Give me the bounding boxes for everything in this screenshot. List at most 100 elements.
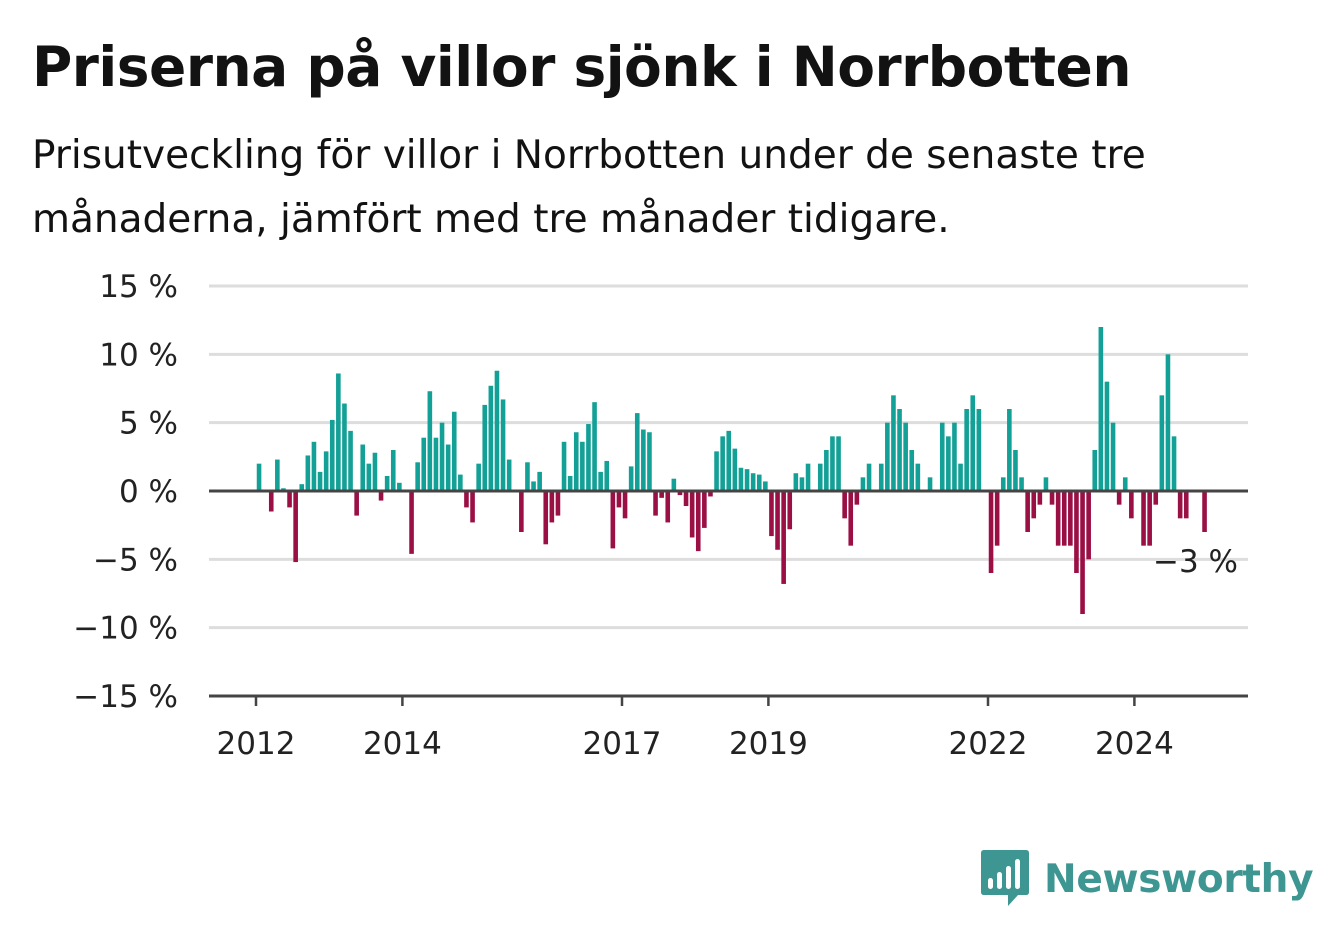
- bar: [964, 409, 969, 491]
- bar: [268, 491, 274, 512]
- bar: [525, 462, 530, 491]
- bar: [531, 481, 536, 491]
- bar: [1043, 477, 1049, 491]
- bar: [555, 491, 561, 516]
- bar: [952, 422, 957, 491]
- bar: [598, 471, 603, 491]
- bar: [1013, 450, 1018, 491]
- bar: [482, 404, 488, 491]
- last-value-label: −3 %: [1153, 544, 1238, 580]
- bar: [476, 463, 481, 491]
- y-axis-tick-labels: 15 % 10 % 5 % 0 % −5 % −10 % −15 %: [73, 269, 178, 715]
- bar: [628, 466, 634, 491]
- bar: [604, 460, 610, 491]
- bar: [372, 452, 378, 491]
- bar: [1098, 327, 1104, 491]
- x-tick-label: 2022: [949, 726, 1028, 762]
- bar: [988, 491, 994, 573]
- bar: [659, 491, 664, 498]
- bar: [458, 474, 463, 491]
- chart-title: Priserna på villor sjönk i Norrbotten: [32, 35, 1131, 99]
- bar: [445, 444, 451, 491]
- bar: [275, 459, 280, 491]
- bar: [726, 430, 732, 491]
- bar: [451, 411, 457, 491]
- bar: [415, 462, 420, 491]
- bar: [1025, 491, 1030, 532]
- bar: [958, 463, 963, 491]
- x-tick-label: 2019: [729, 726, 808, 762]
- bar: [720, 436, 725, 491]
- bar: [1104, 381, 1110, 491]
- bar: [506, 459, 512, 491]
- y-tick-label: 5 %: [119, 406, 178, 442]
- bar: [848, 491, 854, 546]
- bar: [1110, 422, 1116, 491]
- bar: [549, 491, 555, 523]
- bar: [439, 422, 445, 491]
- bar: [708, 491, 713, 497]
- bar: [1147, 491, 1152, 546]
- bar: [470, 491, 475, 523]
- bar: [891, 395, 896, 491]
- bar: [744, 469, 750, 491]
- bar: [866, 463, 872, 491]
- bar: [769, 491, 774, 537]
- bar: [732, 448, 738, 491]
- bar: [787, 491, 793, 530]
- x-tick-label: 2017: [583, 726, 662, 762]
- bar: [323, 451, 329, 491]
- bar: [634, 413, 640, 491]
- bar: [817, 463, 823, 491]
- bar: [336, 373, 341, 491]
- newsworthy-bar-chart-bubble-icon: [981, 850, 1029, 906]
- y-tick-label: 15 %: [99, 269, 178, 305]
- bar: [641, 429, 646, 491]
- bar: [433, 437, 439, 491]
- bar: [946, 436, 951, 491]
- bar: [836, 436, 841, 491]
- bar: [354, 491, 359, 516]
- bar: [390, 450, 396, 491]
- bar: [976, 409, 982, 491]
- bar: [427, 391, 433, 491]
- bar: [366, 463, 372, 491]
- bar: [1086, 491, 1091, 560]
- chart-subtitle: Prisutveckling för villor i Norrbotten u…: [32, 133, 1146, 242]
- bar: [1037, 491, 1043, 505]
- bar: [793, 473, 799, 491]
- bar: [695, 491, 701, 552]
- bar: [897, 409, 902, 491]
- bar: [970, 395, 976, 491]
- bar: [805, 463, 811, 491]
- bar: [1159, 395, 1165, 491]
- bar: [903, 422, 908, 491]
- bar: [665, 491, 671, 523]
- bar: [317, 471, 323, 491]
- bar: [824, 450, 829, 491]
- bar: [756, 474, 762, 491]
- bar: [1183, 491, 1189, 519]
- bar: [329, 419, 335, 491]
- bar: [1061, 491, 1067, 546]
- bar: [860, 477, 866, 491]
- bar: [799, 477, 805, 491]
- bar: [537, 471, 542, 491]
- bar: [616, 491, 622, 508]
- bar: [586, 424, 591, 491]
- brand-name: Newsworthy: [1044, 856, 1314, 902]
- bar: [1141, 491, 1146, 546]
- bar: [1031, 491, 1037, 519]
- bar: [1153, 491, 1159, 505]
- bar: [763, 481, 768, 491]
- bar: [1171, 436, 1177, 491]
- bar: [1055, 491, 1061, 546]
- y-tick-label: −5 %: [93, 542, 178, 578]
- annotations: −3 %: [1153, 544, 1238, 580]
- x-tick-label: 2024: [1095, 726, 1174, 762]
- bar: [384, 475, 390, 491]
- bar: [1080, 491, 1085, 614]
- bar: [909, 450, 915, 491]
- bar: [677, 491, 683, 496]
- bar: [775, 491, 780, 550]
